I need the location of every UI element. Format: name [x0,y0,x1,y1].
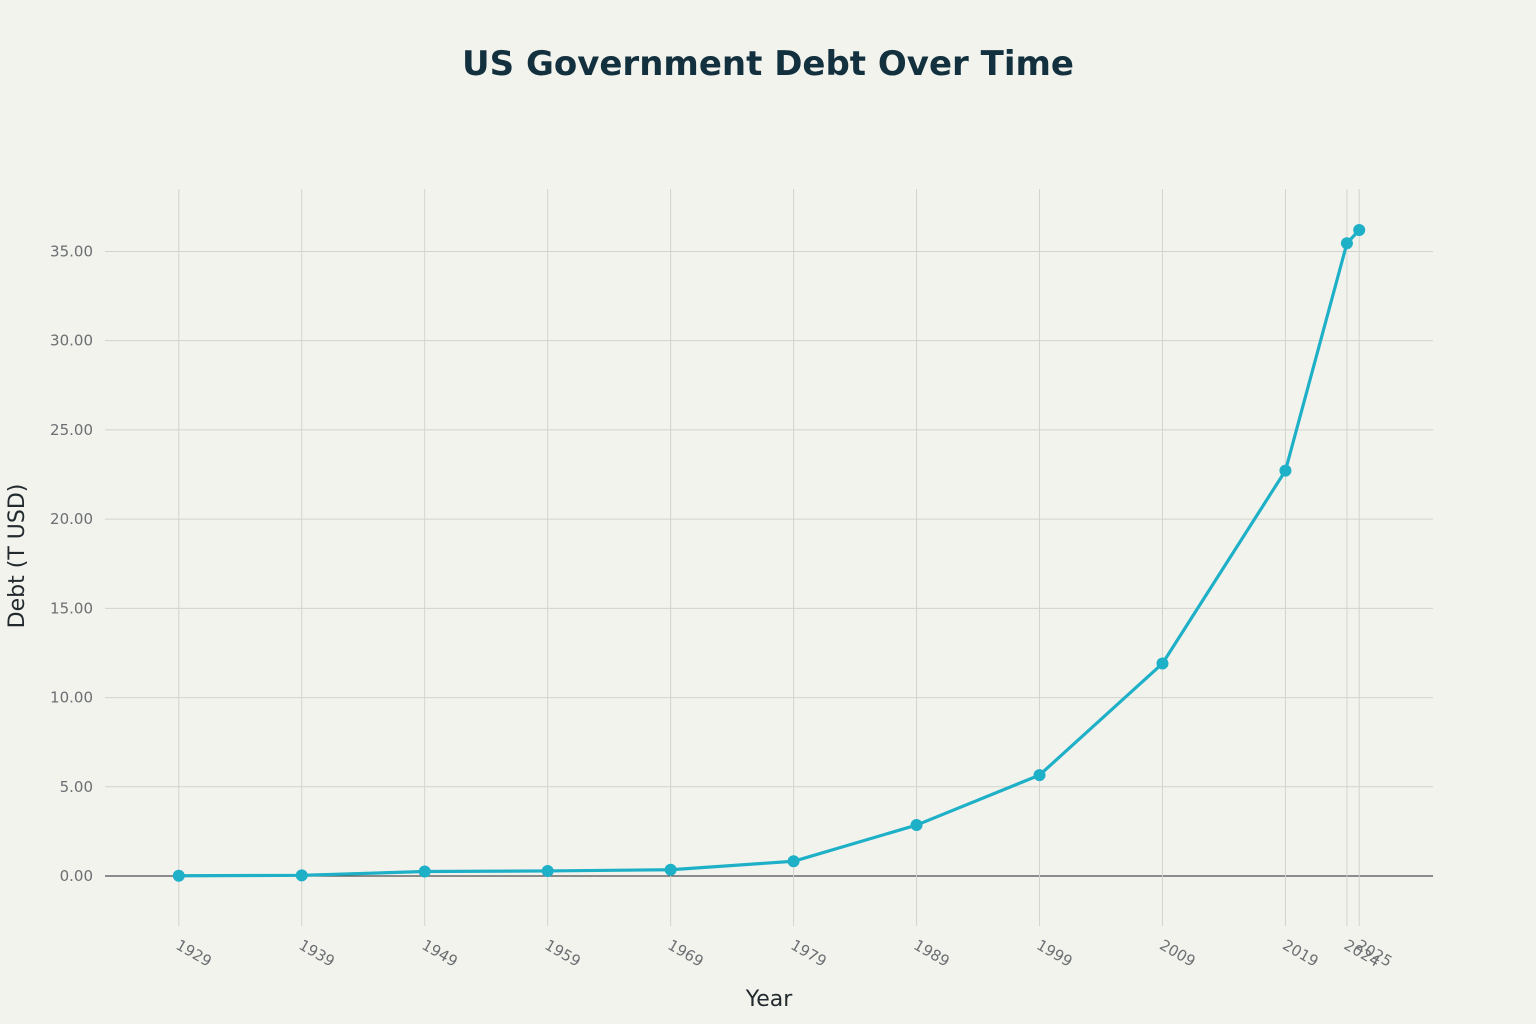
data-point[interactable] [787,855,800,868]
y-tick-label: 20.00 [50,510,93,528]
data-point[interactable] [172,869,185,882]
x-tick-labels: 1929 1939 1949 1959 1969 1979 1989 1999 2009 2019… [173,936,1396,971]
data-point[interactable] [1156,657,1169,670]
data-point[interactable] [418,865,431,878]
y-tick-label: 35.00 [50,242,93,260]
data-point[interactable] [1340,237,1353,250]
data-point[interactable] [295,869,308,882]
y-tick-labels: 0.00 5.00 10.00 15.00 20.00 25.00 30.00 35.00 [50,242,93,885]
x-tick-label: 1929 [173,936,215,971]
y-tick-label: 5.00 [60,778,93,796]
y-tick-label: 10.00 [50,689,93,707]
x-tick-label: 1949 [419,936,461,971]
data-point[interactable] [1353,224,1366,237]
data-point[interactable] [1033,769,1046,782]
chart-title: US Government Debt Over Time [462,44,1074,84]
x-tick-label: 1979 [788,936,830,971]
x-tick-label: 2009 [1156,936,1198,971]
x-tick-label: 1969 [665,936,707,971]
y-tick-label: 15.00 [50,599,93,617]
series-line [177,228,1361,878]
x-tick-label: 1959 [542,936,584,971]
x-tick-label: 1999 [1034,936,1076,971]
data-point[interactable] [664,863,677,876]
data-point[interactable] [1279,464,1292,477]
y-tick-label: 30.00 [50,332,93,350]
y-tick-label: 25.00 [50,421,93,439]
y-tick-label: 0.00 [60,867,93,885]
y-axis-label: Debt (T USD) [5,484,30,629]
x-tick-label: 1989 [911,936,953,971]
grid-layer [105,189,1433,926]
data-point[interactable] [910,819,923,832]
series-layer [172,224,1366,882]
x-tick-label: 1939 [296,936,338,971]
data-point[interactable] [541,864,554,877]
x-axis-label: Year [745,987,794,1012]
x-tick-label: 2019 [1279,936,1321,971]
